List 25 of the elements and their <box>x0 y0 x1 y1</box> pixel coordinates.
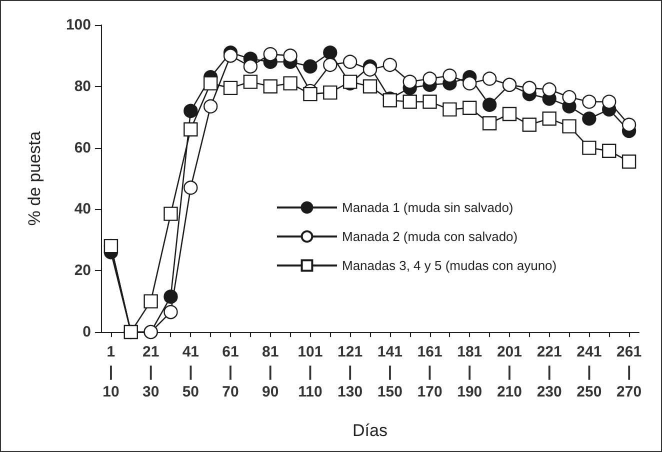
x-tick-label: 161 | 170 <box>417 344 442 400</box>
x-axis-title: Días <box>352 421 388 440</box>
legend-label: Manadas 3, 4 y 5 (mudas con ayuno) <box>342 258 557 273</box>
y-axis-title: % de puesta <box>25 130 44 226</box>
x-tick-label: 141 | 150 <box>377 344 402 400</box>
x-tick-label: 41 | 50 <box>182 344 200 400</box>
legend-label: Manada 2 (muda con salvado) <box>342 229 518 244</box>
x-tick-label: 261 | 270 <box>616 344 642 400</box>
y-tick-label: 60 <box>74 139 91 156</box>
x-tick-label: 101 | 110 <box>298 344 323 400</box>
y-tick-label: 20 <box>74 262 91 280</box>
x-tick-label: 81 | 90 <box>262 344 279 400</box>
x-tick-label: 241 | 250 <box>576 344 602 400</box>
x-tick-label: 181 | 190 <box>457 344 482 400</box>
x-tick-label: 221 | 230 <box>536 344 562 400</box>
x-tick-label: 61 | 70 <box>222 344 239 400</box>
x-tick-label: 1 | 10 <box>102 344 120 400</box>
y-tick-label: 100 <box>66 16 91 34</box>
x-tick-label: 201 | 210 <box>496 344 522 400</box>
y-tick-label: 0 <box>82 324 91 340</box>
y-tick-label: 40 <box>74 200 91 218</box>
y-tick-label: 80 <box>74 78 91 95</box>
legend-label: Manada 1 (muda sin salvado) <box>342 200 514 215</box>
x-tick-label: 21 | 30 <box>142 344 160 400</box>
x-tick-label: 121 | 130 <box>338 344 363 400</box>
